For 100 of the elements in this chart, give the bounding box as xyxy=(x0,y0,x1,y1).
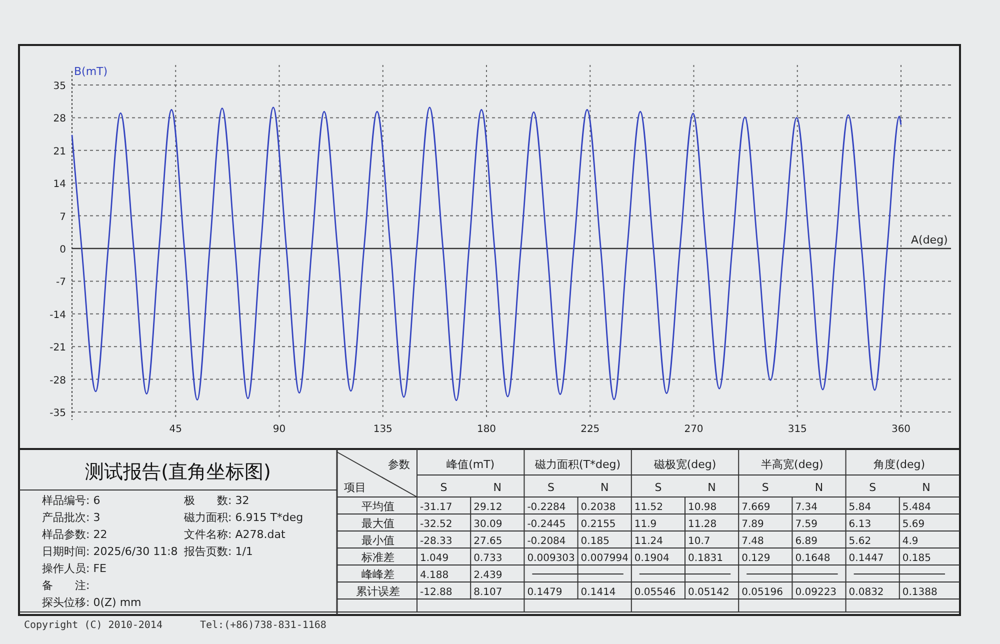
text: N xyxy=(600,481,609,494)
text: 峰值(mT) xyxy=(446,458,495,471)
text: N xyxy=(708,481,716,494)
y-tick-label: -7 xyxy=(56,277,66,288)
text: 5.69 xyxy=(902,519,925,530)
text: 0.733 xyxy=(474,553,502,564)
text: S xyxy=(548,481,555,494)
text: 样品参数: 22 xyxy=(42,528,108,541)
text: 0.185 xyxy=(580,536,610,547)
y-tick-label: 35 xyxy=(53,81,66,92)
y-tick-label: -28 xyxy=(50,375,66,386)
y-tick-label: 7 xyxy=(60,212,66,223)
x-tick-label: 315 xyxy=(788,424,807,435)
text: 0.009303 xyxy=(527,553,575,564)
text: 0.1388 xyxy=(902,587,938,598)
text: 5.484 xyxy=(902,502,932,513)
text: 半高宽(deg) xyxy=(761,458,824,471)
y-tick-label: -21 xyxy=(50,342,66,354)
text: 7.89 xyxy=(742,519,764,530)
text: S xyxy=(440,481,448,494)
y-tick-label: 21 xyxy=(53,146,66,158)
text: -0.2445 xyxy=(527,519,566,530)
text: 0.05546 xyxy=(634,587,676,598)
x-tick-label: 45 xyxy=(169,424,182,435)
text: N xyxy=(814,481,824,494)
text: N xyxy=(922,481,930,494)
y-tick-label: 14 xyxy=(53,179,66,190)
text: 平均值 xyxy=(362,500,394,513)
text: 10.98 xyxy=(688,502,717,513)
text: 5.84 xyxy=(848,502,872,513)
x-tick-label: 180 xyxy=(476,424,496,435)
y-tick-label: 0 xyxy=(60,244,66,256)
text: -28.33 xyxy=(420,536,452,547)
text: -0.2284 xyxy=(527,502,566,513)
text: 7.34 xyxy=(795,502,818,513)
text: 4.9 xyxy=(902,536,918,547)
y-axis-title: B(mT) xyxy=(74,65,108,78)
y-tick-label: -35 xyxy=(50,408,66,419)
text: 0.185 xyxy=(902,553,932,564)
text: 0.1648 xyxy=(795,553,830,564)
text: 产品批次: 3 xyxy=(42,511,100,524)
text: 4.188 xyxy=(420,570,449,581)
x-tick-label: 90 xyxy=(272,424,286,435)
text: -12.88 xyxy=(420,587,452,598)
text: 0.007994 xyxy=(580,553,629,564)
text: 磁力面积(T*deg) xyxy=(534,458,621,471)
text: 0.129 xyxy=(742,553,770,564)
x-tick-label: 225 xyxy=(580,424,600,435)
text: 最小值 xyxy=(362,534,394,547)
text: 峰峰差 xyxy=(362,568,394,581)
text: 磁极宽(deg) xyxy=(652,458,716,471)
text: 探头位移: 0(Z) mm xyxy=(42,596,142,609)
x-axis-title: A(deg) xyxy=(911,234,948,246)
text: 7.669 xyxy=(742,502,770,513)
text: 最大值 xyxy=(362,517,394,530)
text: Copyright (C) 2010-2014 xyxy=(24,620,162,631)
text: 0.1447 xyxy=(848,553,884,564)
text: S xyxy=(869,481,876,494)
text: N xyxy=(493,481,502,494)
text: 0.2155 xyxy=(580,519,616,530)
text: 8.107 xyxy=(474,587,502,598)
text: 30.09 xyxy=(474,519,502,530)
text: 角度(deg) xyxy=(874,458,926,471)
text: 2.439 xyxy=(474,570,502,581)
text: 标准差 xyxy=(360,551,394,564)
text: 累计误差 xyxy=(356,585,400,598)
text: 样品编号: 6 xyxy=(42,494,100,507)
text: 日期时间: 2025/6/30 11:8 xyxy=(42,545,178,558)
text: 0.09223 xyxy=(795,587,837,598)
text: 1.049 xyxy=(420,553,449,564)
text: 0.05142 xyxy=(688,587,730,598)
text: 文件名称: A278.dat xyxy=(184,528,286,541)
text: -31.17 xyxy=(420,502,452,513)
x-tick-label: 270 xyxy=(684,424,704,435)
text: 操作人员: FE xyxy=(42,562,107,575)
text: 0.1904 xyxy=(634,553,670,564)
text: S xyxy=(762,481,769,494)
text: 项目 xyxy=(344,481,366,494)
text: 11.52 xyxy=(634,502,664,513)
text: 27.65 xyxy=(474,536,502,547)
text: 参数 xyxy=(388,458,410,471)
text: -0.2084 xyxy=(527,536,566,547)
text: 0.1414 xyxy=(580,587,616,598)
text: Tel:(+86)738-831-1168 xyxy=(200,620,326,631)
text: 报告页数: 1/1 xyxy=(183,545,253,558)
y-tick-label: -14 xyxy=(50,310,66,321)
text: 11.9 xyxy=(634,519,657,530)
x-tick-label: 135 xyxy=(373,424,392,435)
text: -32.52 xyxy=(420,519,452,530)
text: 5.62 xyxy=(848,536,872,547)
text: 0.1479 xyxy=(527,587,562,598)
text: 测试报告(直角坐标图) xyxy=(85,461,271,483)
text: 7.48 xyxy=(742,536,764,547)
text: 备 注: xyxy=(42,579,90,592)
text: 11.28 xyxy=(688,519,717,530)
y-tick-label: 28 xyxy=(53,114,66,125)
line-series xyxy=(71,106,902,402)
text: 7.59 xyxy=(795,519,818,530)
text: 10.7 xyxy=(688,536,710,547)
text: 6.89 xyxy=(795,536,818,547)
